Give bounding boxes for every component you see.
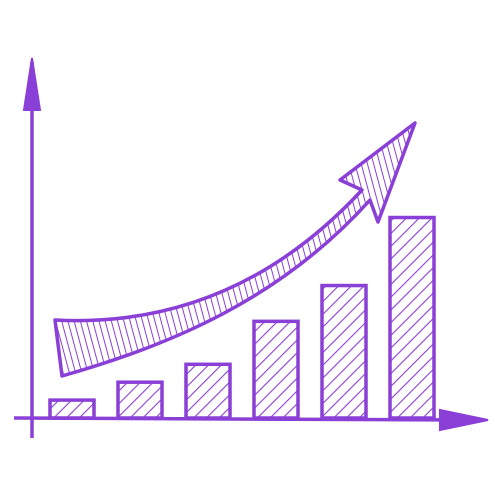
bar [48, 398, 96, 420]
bar [252, 319, 300, 420]
bar [320, 283, 368, 420]
x-axis [13, 416, 466, 422]
x-axis-arrowhead [439, 408, 489, 432]
trend-arrow [53, 121, 417, 378]
bar [184, 362, 232, 420]
y-axis-arrowhead [22, 57, 42, 111]
bar [116, 380, 164, 420]
bar [388, 215, 436, 420]
plot-area [48, 215, 436, 420]
